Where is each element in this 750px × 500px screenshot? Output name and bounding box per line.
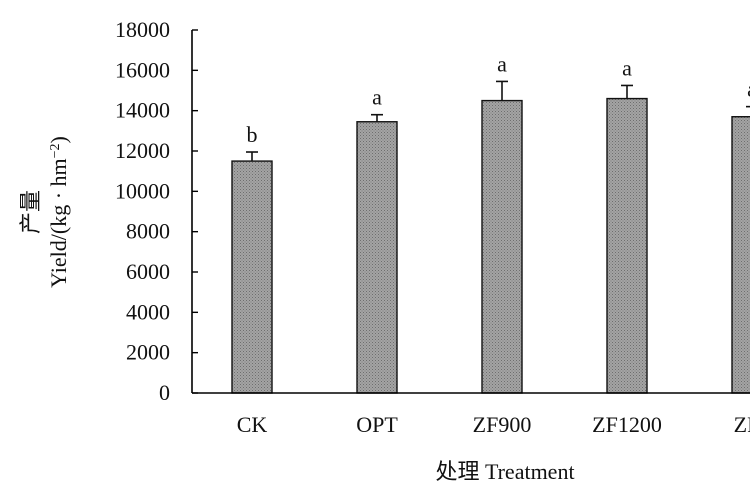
y-ticks-layer: 0 2000 4000 6000 8000 10000 12000 14000 16000 180… (115, 17, 198, 405)
y-axis-title: 产量 Yield/(kg · hm−2) (18, 136, 71, 288)
significance-label: b (247, 122, 258, 147)
y-tick-label: 6000 (126, 259, 170, 284)
y-tick-label: 14000 (115, 98, 170, 123)
x-axis-title: 处理 Treatment (435, 459, 574, 484)
y-tick-label: 2000 (126, 340, 170, 365)
y-axis-title-suffix: ) (46, 136, 71, 143)
x-labels-layer: CK OPT ZF900 ZF1200 ZF1 (237, 412, 750, 437)
bars-layer: b a a a a (231, 51, 750, 394)
y-tick-label: 12000 (115, 138, 170, 163)
x-tick-label: ZF900 (473, 412, 532, 437)
x-tick-label: ZF1200 (592, 412, 662, 437)
y-tick-label: 16000 (115, 57, 170, 82)
y-tick-label: 10000 (115, 178, 170, 203)
significance-label: a (497, 51, 507, 76)
axes-layer (191, 30, 750, 394)
bar-zf900 (481, 99, 523, 394)
significance-label: a (372, 85, 382, 110)
significance-label: a (622, 55, 632, 80)
y-tick-label: 8000 (126, 219, 170, 244)
bar-ck (231, 160, 273, 394)
bar-zf1 (731, 116, 750, 394)
x-tick-label: ZF1 (734, 412, 750, 437)
y-axis-title-chinese: 产量 (18, 190, 43, 234)
y-tick-label: 18000 (115, 17, 170, 42)
y-tick-label: 0 (159, 380, 170, 405)
y-axis-title-superscript: −2 (48, 143, 63, 158)
bar-opt (356, 121, 398, 394)
bar-zf1200 (606, 97, 648, 394)
x-tick-label: OPT (356, 412, 398, 437)
y-axis-title-english: Yield/(kg · hm−2) (46, 136, 71, 288)
significance-label: a (747, 77, 750, 102)
x-tick-label: CK (237, 412, 268, 437)
y-axis-title-prefix: Yield/(kg · hm (46, 158, 71, 288)
y-tick-label: 4000 (126, 299, 170, 324)
